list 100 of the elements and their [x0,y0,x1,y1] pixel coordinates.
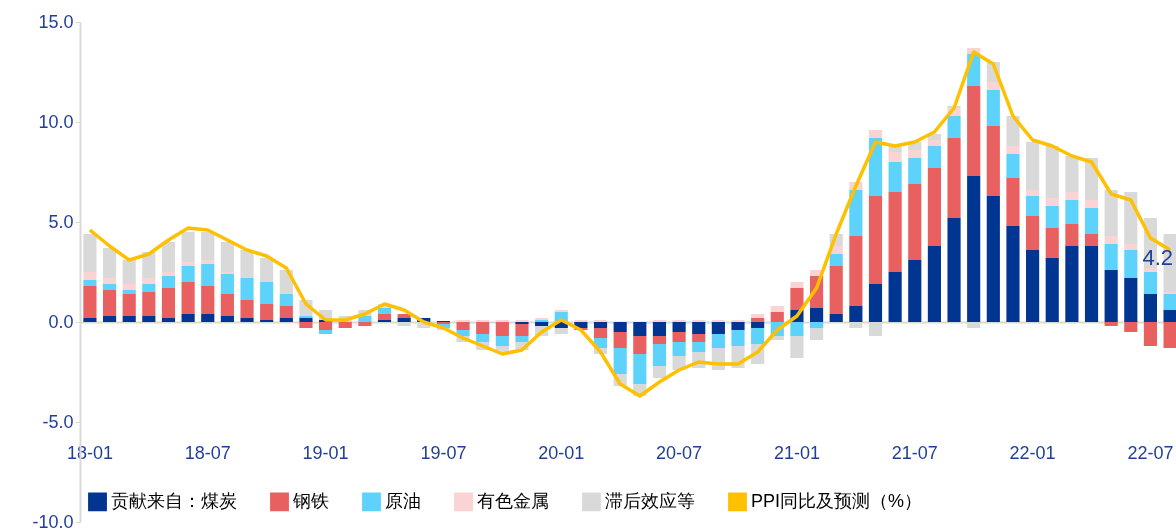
bar [476,322,490,334]
bar [652,344,667,366]
bar [770,306,784,312]
bar [809,322,824,328]
bar [358,316,372,322]
bar [711,322,725,334]
legend-label: 原油 [385,490,421,511]
bar [1104,244,1118,270]
bar [888,192,902,272]
bar [613,348,627,374]
y-tick-label: 0.0 [48,311,74,332]
bar [201,314,215,322]
bar [358,322,372,326]
x-tick-label: 21-01 [773,442,820,463]
bar [1124,278,1138,322]
bar [829,266,843,314]
annotation: 4.2 [1142,245,1174,270]
bar [652,366,667,378]
bar [220,316,234,322]
bar [181,282,195,314]
bar [809,308,824,322]
bar [751,328,765,344]
bar [1143,294,1158,322]
bar [122,260,136,284]
bar [279,306,293,318]
bar [122,284,136,290]
bar [849,190,863,236]
bar [102,248,117,278]
bar [1104,190,1118,236]
bar [672,342,686,356]
y-tick-label: 10.0 [38,111,74,132]
bar [260,304,274,320]
bar [397,314,411,318]
bar [868,284,883,322]
bar [122,316,136,322]
bar [476,334,490,342]
bar [790,282,804,288]
bar [102,316,117,322]
bar [83,280,97,286]
bar [515,336,529,342]
bar [535,322,549,326]
bar [731,322,745,330]
bar [161,276,176,288]
bar [927,246,941,322]
y-tick-label: -10.0 [32,511,74,530]
bar [515,324,529,336]
x-tick-label: 20-07 [656,442,703,463]
bar [142,316,156,322]
bar [122,290,136,294]
y-tick-label: 15.0 [38,11,74,32]
bar [927,168,941,246]
bar [672,322,686,332]
bar [1084,208,1099,234]
bar [1084,200,1099,208]
bar [142,278,156,284]
bar [299,318,313,322]
bar [888,152,902,162]
bar [279,318,293,322]
bar [1006,146,1020,154]
bar [240,278,254,300]
x-tick-label: 18-07 [184,442,231,463]
x-tick-label: 19-01 [302,442,349,463]
bar [1045,258,1059,322]
x-tick-label: 18-01 [66,442,113,463]
bar [751,322,765,328]
bar [102,290,117,316]
bar [613,322,627,332]
bar [1084,246,1099,322]
bar [790,288,804,310]
bar [554,328,568,334]
bar [495,322,509,336]
bar [1045,146,1059,198]
legend-label: 贡献来自：煤炭 [111,490,237,511]
bar [220,242,234,272]
bar [1065,224,1079,246]
x-tick-label: 21-07 [891,442,938,463]
legend-label: 钢铁 [292,490,329,511]
bar [1026,216,1040,250]
bar [142,284,156,292]
bar [731,330,745,346]
bar [1163,310,1176,322]
bar [613,332,627,348]
bar [1143,268,1158,272]
bar [456,322,470,330]
bar [181,266,195,282]
bar [161,242,176,272]
bar [1006,154,1020,178]
bar [83,318,97,322]
bar [633,336,647,354]
bar [122,294,136,316]
bar [1124,322,1138,332]
bar [1124,250,1138,278]
x-tick-label: 22-07 [1127,442,1174,463]
bar [1026,142,1040,190]
bar [986,90,1000,126]
bar [1143,272,1158,294]
bar [908,260,922,322]
bar [751,318,765,322]
legend-label: PPI同比及预测（%） [751,490,923,511]
bar [1006,116,1020,146]
